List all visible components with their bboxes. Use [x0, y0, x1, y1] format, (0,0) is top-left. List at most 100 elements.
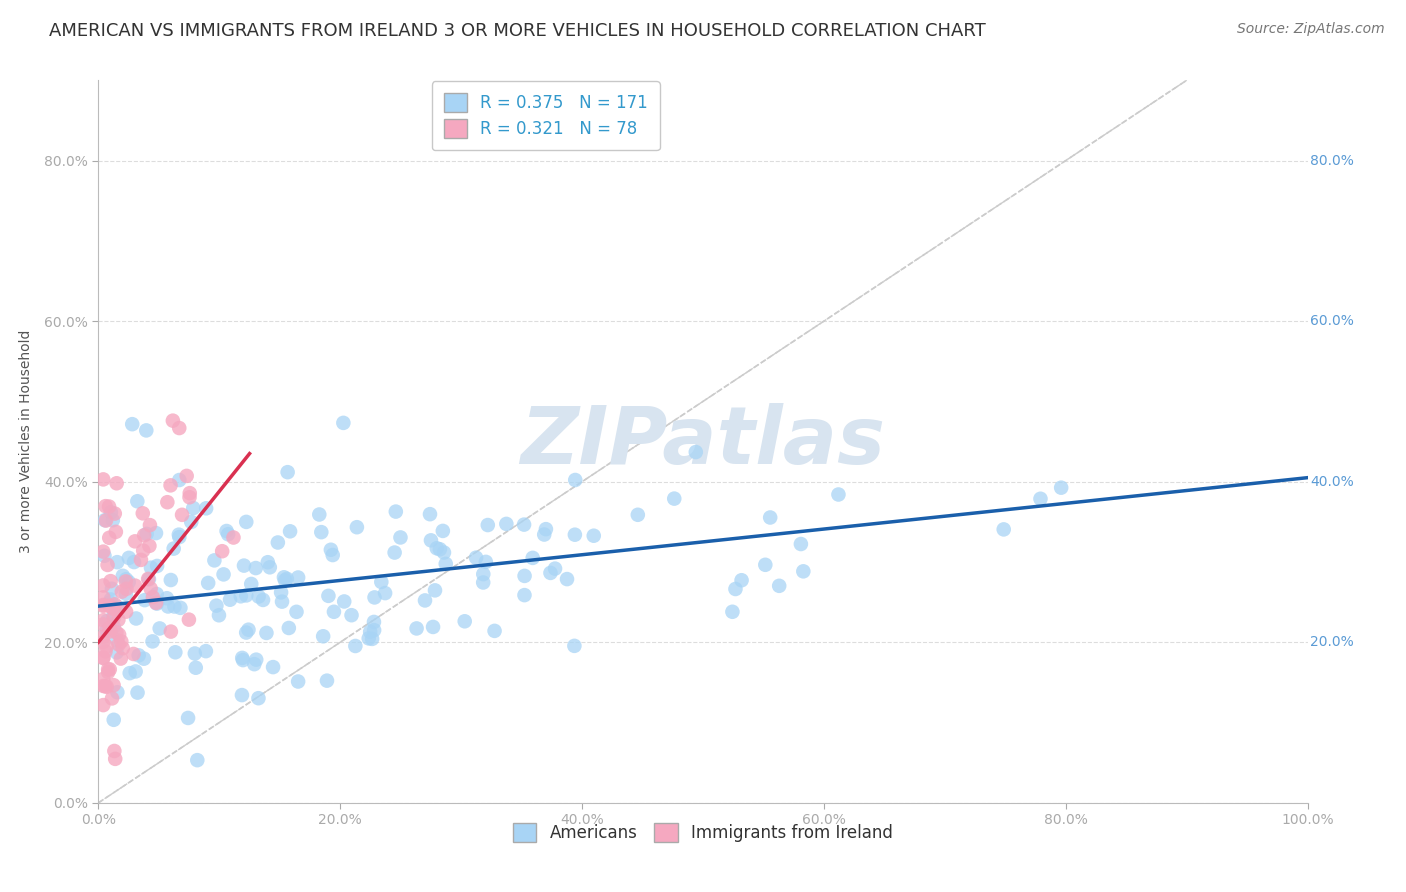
Point [413, 593, 436, 607]
Point [243, 657, 266, 672]
Point [179, 486, 201, 500]
Point [312, 629, 335, 643]
Point [240, 577, 263, 591]
Point [344, 639, 367, 653]
Point [98, 599, 121, 613]
Point [100, 574, 122, 588]
Y-axis label: 3 or more Vehicles in Household: 3 or more Vehicles in Household [20, 330, 32, 553]
Point [94, 644, 117, 658]
Point [564, 527, 586, 541]
Point [217, 527, 239, 541]
Point [135, 527, 157, 541]
Point [484, 624, 506, 638]
Point [96, 558, 118, 572]
Point [93, 613, 115, 627]
Point [105, 685, 128, 699]
Point [685, 445, 707, 459]
Point [405, 622, 427, 636]
Point [91, 599, 114, 613]
Point [134, 528, 156, 542]
Point [157, 599, 180, 614]
Point [103, 601, 125, 615]
Point [721, 605, 744, 619]
Point [159, 478, 181, 492]
Point [211, 544, 233, 558]
Point [384, 545, 406, 559]
Point [322, 548, 344, 562]
Point [177, 613, 200, 627]
Point [104, 507, 127, 521]
Point [319, 542, 342, 557]
Point [118, 666, 141, 681]
Point [125, 611, 148, 625]
Text: 40.0%: 40.0% [1310, 475, 1354, 489]
Point [1029, 491, 1052, 506]
Point [98, 662, 121, 676]
Point [103, 610, 125, 624]
Point [429, 542, 451, 557]
Point [252, 593, 274, 607]
Point [91, 635, 114, 649]
Point [103, 744, 125, 758]
Point [385, 505, 408, 519]
Point [197, 576, 219, 591]
Point [145, 596, 167, 610]
Point [114, 574, 136, 589]
Point [792, 565, 814, 579]
Point [91, 650, 114, 665]
Point [426, 541, 449, 556]
Point [105, 625, 128, 640]
Point [165, 645, 187, 659]
Point [177, 711, 200, 725]
Point [167, 527, 190, 541]
Point [513, 517, 536, 532]
Point [97, 662, 120, 676]
Text: AMERICAN VS IMMIGRANTS FROM IRELAND 3 OR MORE VEHICLES IN HOUSEHOLD CORRELATION : AMERICAN VS IMMIGRANTS FROM IRELAND 3 OR… [49, 22, 986, 40]
Point [94, 679, 117, 693]
Point [205, 599, 228, 613]
Legend: Americans, Immigrants from Ireland: Americans, Immigrants from Ireland [506, 816, 900, 848]
Point [311, 525, 333, 540]
Point [127, 494, 149, 508]
Point [233, 558, 256, 573]
Point [103, 678, 125, 692]
Point [129, 553, 152, 567]
Point [259, 560, 281, 574]
Point [433, 545, 456, 559]
Point [101, 513, 124, 527]
Point [115, 587, 138, 601]
Point [167, 421, 190, 435]
Point [163, 541, 186, 556]
Point [730, 573, 752, 587]
Point [141, 634, 163, 648]
Point [513, 588, 536, 602]
Point [145, 587, 167, 601]
Point [145, 526, 167, 541]
Point [107, 638, 129, 652]
Point [91, 651, 114, 665]
Point [101, 691, 124, 706]
Point [212, 567, 235, 582]
Point [247, 590, 270, 604]
Point [229, 589, 252, 603]
Point [91, 679, 114, 693]
Point [105, 633, 128, 648]
Point [215, 524, 238, 538]
Point [118, 550, 141, 565]
Point [105, 476, 128, 491]
Point [118, 575, 141, 590]
Point [222, 531, 245, 545]
Point [132, 543, 155, 558]
Point [124, 534, 146, 549]
Text: Source: ZipAtlas.com: Source: ZipAtlas.com [1237, 22, 1385, 37]
Point [454, 615, 477, 629]
Point [287, 674, 309, 689]
Point [146, 597, 169, 611]
Point [422, 620, 444, 634]
Point [273, 570, 295, 584]
Point [359, 624, 381, 639]
Point [465, 550, 488, 565]
Point [184, 661, 207, 675]
Point [135, 424, 157, 438]
Point [544, 561, 567, 575]
